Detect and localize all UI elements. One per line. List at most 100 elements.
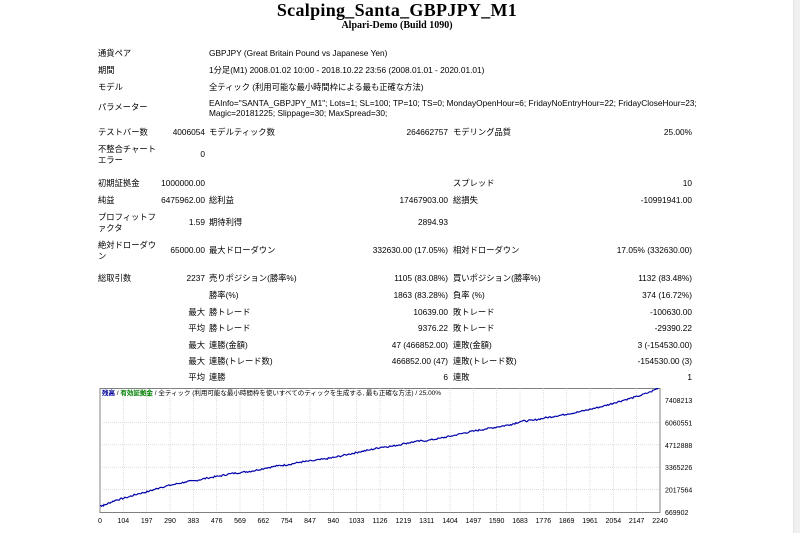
avg-consec-losses-label: 連敗 <box>453 372 470 382</box>
x-tick-label: 476 <box>211 518 223 525</box>
consec-losses-amount-label: 連敗(金額) <box>453 340 492 350</box>
y-tick-label: 7408213 <box>665 398 692 405</box>
x-tick-label: 1404 <box>442 518 458 525</box>
loss-rate-value: 374 (16.72%) <box>642 290 692 300</box>
x-tick-label: 2054 <box>606 518 622 525</box>
legend-separator-2: / <box>152 390 159 397</box>
consec-profit-label: 連勝(トレード数) <box>209 356 273 366</box>
x-tick-label: 662 <box>257 518 269 525</box>
x-tick-label: 1497 <box>466 518 482 525</box>
avg-consec-wins-label: 連勝 <box>209 372 226 382</box>
report-header: Scalping_Santa_GBPJPY_M1 Alpari-Demo (Bu… <box>0 0 794 32</box>
pf-label-line1: プロフィットフ <box>98 212 156 222</box>
mismatch-label-line1: 不整合チャート <box>98 144 156 154</box>
average-label: 平均 <box>188 323 205 333</box>
bars-value: 4006054 <box>172 127 205 137</box>
quality-label: モデリング品質 <box>453 127 512 137</box>
params-line2: Magic=20181225; Slippage=30; MaxSpread=3… <box>209 108 388 118</box>
x-tick-label: 940 <box>327 518 339 525</box>
consec-loss-value: -154530.00 (3) <box>637 356 692 366</box>
params-line1: EAInfo="SANTA_GBPJPY_M1"; Lots=1; SL=100… <box>209 98 697 108</box>
expected-value: 2894.93 <box>418 217 448 227</box>
y-tick-label: 4712888 <box>665 443 692 450</box>
x-tick-label: 290 <box>164 518 176 525</box>
x-tick-label: 754 <box>281 518 293 525</box>
symbol-label: 通貨ペア <box>98 48 132 58</box>
spread-value: 10 <box>682 178 692 188</box>
x-tick-label: 847 <box>304 518 316 525</box>
mismatch-value: 0 <box>200 149 205 159</box>
consec-losses-amount-value: 3 (-154530.00) <box>637 340 692 350</box>
net-label: 純益 <box>98 195 115 205</box>
avg-consec-losses-value: 1 <box>687 372 692 382</box>
avg-loss-value: -29390.22 <box>654 323 692 333</box>
consec-wins-amount-value: 47 (466852.00) <box>391 340 448 350</box>
model-label: モデル <box>98 82 123 92</box>
x-tick-label: 1776 <box>536 518 552 525</box>
x-tick-label: 1033 <box>349 518 365 525</box>
largest-loss-label: 敗トレード <box>453 307 495 317</box>
avg-consec-wins-value: 6 <box>443 372 448 382</box>
y-tick-label: 6060551 <box>665 420 692 427</box>
expected-label: 期待利得 <box>209 217 243 227</box>
period-value: 1分足(M1) 2008.01.02 10:00 - 2018.10.22 23… <box>209 65 485 75</box>
ticks-label: モデルティック数 <box>209 127 275 137</box>
x-tick-label: 197 <box>141 518 153 525</box>
quality-value: 25.00% <box>663 127 692 137</box>
total-trades-label: 総取引数 <box>98 273 132 283</box>
consec-loss-label: 連敗(トレード数) <box>453 356 517 366</box>
y-tick-label: 669902 <box>665 510 688 517</box>
balance-chart-svg: 7408213 6060551 4712888 3365226 2017564 66990… <box>98 388 692 525</box>
avg-loss-label: 敗トレード <box>453 323 495 333</box>
params-label: パラメーター <box>98 102 148 112</box>
gross-profit-label: 総利益 <box>209 195 234 205</box>
spread-label: スプレッド <box>453 178 495 188</box>
rel-dd-label: 相対ドローダウン <box>453 245 520 255</box>
legend-quality: 25.00% <box>419 390 442 397</box>
balance-chart: 7408213 6060551 4712888 3365226 2017564 66990… <box>98 388 694 528</box>
largest-loss-value: -100630.00 <box>650 307 692 317</box>
model-value: 全ティック (利用可能な最小時間枠による最も正確な方法) <box>209 82 424 92</box>
avg-win-label: 勝トレード <box>209 323 251 333</box>
vertical-scrollbar[interactable] <box>793 0 800 533</box>
legend-balance: 残高 <box>102 390 115 397</box>
x-tick-label: 0 <box>98 518 102 525</box>
win-rate-label: 勝率(%) <box>209 290 239 300</box>
gross-loss-value: -10991941.00 <box>640 195 692 205</box>
avg-win-value: 9376.22 <box>418 323 448 333</box>
deposit-value: 1000000.00 <box>161 178 205 188</box>
x-tick-label: 383 <box>187 518 199 525</box>
long-positions-label: 買いポジション(勝率%) <box>453 273 541 283</box>
largest-win-label: 勝トレード <box>209 307 251 317</box>
balance-series-line <box>99 388 660 508</box>
x-tick-label: 1126 <box>372 518 387 525</box>
loss-rate-label: 負率 (%) <box>453 290 485 300</box>
short-positions-value: 1105 (83.08%) <box>394 273 448 283</box>
x-tick-label: 1219 <box>396 518 412 525</box>
abs-dd-value: 65000.00 <box>170 245 205 255</box>
largest-win-value: 10639.00 <box>413 307 448 317</box>
report-table: 通貨ペア GBPJPY (Great Britain Pound vs Japa… <box>98 48 697 382</box>
x-tick-label: 1961 <box>582 518 598 525</box>
abs-dd-label-line1: 絶対ドローダウ <box>98 240 157 250</box>
rel-dd-value: 17.05% (332630.00) <box>616 245 692 255</box>
y-tick-label: 3365226 <box>665 465 692 472</box>
report-subtitle: Alpari-Demo (Build 1090) <box>341 20 453 31</box>
x-tick-label: 1683 <box>512 518 528 525</box>
abs-dd-label-line2: ン <box>98 251 107 261</box>
legend-equity: 有効証拠金 <box>120 390 153 397</box>
consec-wins-amount-label: 連勝(金額) <box>209 340 248 350</box>
deposit-label: 初期証拠金 <box>98 178 140 188</box>
x-tick-label: 1869 <box>559 518 575 525</box>
max-label-a: 最大 <box>188 340 205 350</box>
x-tick-label: 2240 <box>652 518 668 525</box>
max-dd-label: 最大ドローダウン <box>209 245 276 255</box>
x-tick-label: 104 <box>117 518 129 525</box>
average-label-b: 平均 <box>188 372 205 382</box>
symbol-value: GBPJPY (Great Britain Pound vs Japanese … <box>209 48 388 58</box>
win-rate-value: 1863 (83.28%) <box>393 290 448 300</box>
pf-label-line2: ァクタ <box>98 223 123 233</box>
gross-loss-label: 総損失 <box>453 195 478 205</box>
legend-separator-1: / <box>115 390 121 397</box>
consec-profit-value: 466852.00 (47) <box>391 356 448 366</box>
